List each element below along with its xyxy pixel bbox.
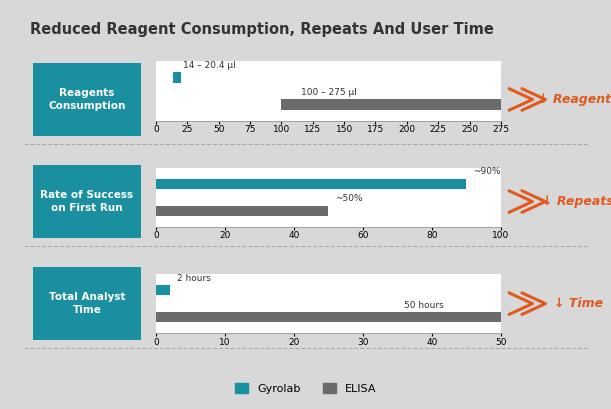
Text: ~90%: ~90%: [474, 167, 501, 176]
Bar: [156, 206, 329, 216]
Bar: [156, 179, 467, 189]
Bar: [156, 312, 501, 322]
Text: ~50%: ~50%: [335, 194, 363, 203]
Text: 50 hours: 50 hours: [404, 301, 444, 310]
FancyBboxPatch shape: [33, 267, 141, 340]
Text: 100 – 275 µl: 100 – 275 µl: [301, 88, 357, 97]
Text: ↓ Reagents: ↓ Reagents: [538, 93, 611, 106]
Bar: [156, 285, 170, 295]
Bar: [281, 99, 501, 110]
Text: 2 hours: 2 hours: [177, 274, 210, 283]
FancyBboxPatch shape: [33, 165, 141, 238]
Legend: Gyrolab, ELISA: Gyrolab, ELISA: [230, 379, 381, 398]
Text: Rate of Success
on First Run: Rate of Success on First Run: [40, 190, 134, 213]
FancyBboxPatch shape: [33, 63, 141, 136]
Bar: [174, 72, 181, 83]
Text: ↓ Time: ↓ Time: [554, 297, 603, 310]
Text: ↓ Repeats: ↓ Repeats: [543, 195, 611, 208]
Text: Reagents
Consumption: Reagents Consumption: [48, 88, 126, 111]
Text: 14 – 20.4 µl: 14 – 20.4 µl: [183, 61, 236, 70]
Text: Total Analyst
Time: Total Analyst Time: [49, 292, 125, 315]
Text: Reduced Reagent Consumption, Repeats And User Time: Reduced Reagent Consumption, Repeats And…: [30, 22, 494, 37]
